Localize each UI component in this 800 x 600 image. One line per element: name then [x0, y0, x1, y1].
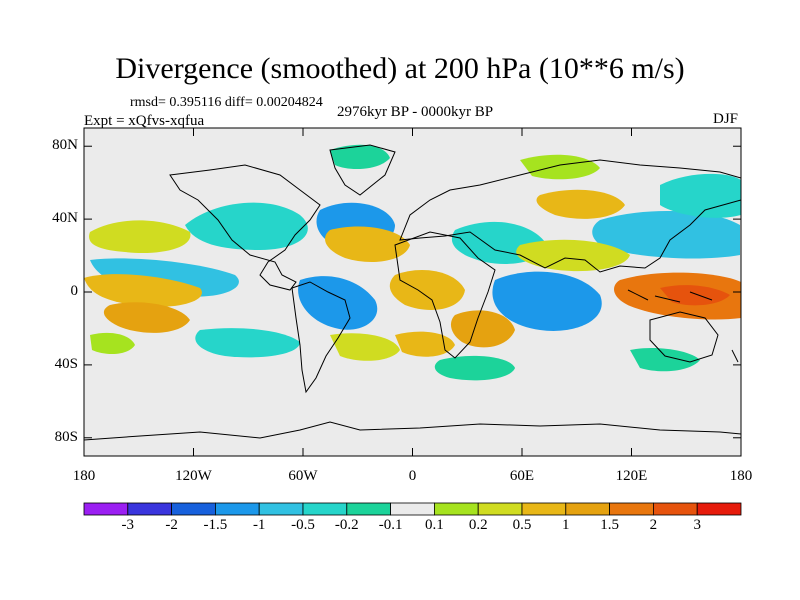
field-neg-npacific: [185, 202, 308, 250]
chart-title: Divergence (smoothed) at 200 hPa (10**6 …: [115, 52, 685, 85]
field-pos-maritime-core: [660, 285, 730, 306]
experiment-label: Expt = xQfvs-xqfua: [84, 113, 205, 129]
colorbar-label: -0.2: [334, 517, 359, 533]
field-neg-indian: [492, 271, 602, 331]
colorbar-label: 2: [649, 517, 658, 533]
colorbar-swatch: [258, 502, 304, 516]
colorbar-label: 1.5: [600, 517, 619, 533]
field-pos-npac-band: [89, 220, 191, 254]
lon-tick-label: 60W: [288, 468, 318, 484]
colorbar-label: -1.5: [203, 517, 228, 533]
lon-tick-label: 60E: [509, 468, 535, 484]
lat-tick-label: 80N: [52, 137, 78, 154]
colorbar-swatch: [696, 502, 742, 516]
divergence-field: [84, 144, 741, 381]
lat-tick-label: 40N: [52, 210, 78, 227]
lat-tick-label: 0: [70, 283, 79, 299]
colorbar-swatch: [214, 502, 260, 516]
field-neg-samerica: [298, 276, 378, 330]
coast-antarctica: [84, 421, 741, 441]
field-neg-npac-east: [592, 210, 740, 259]
axis-ticks: [83, 128, 742, 456]
coast-greenland: [329, 144, 396, 196]
colorbar-swatch: [433, 502, 479, 516]
colorbar-swatch: [302, 502, 348, 516]
lon-tick-label: 180: [729, 468, 753, 484]
field-pos-pac-west-far: [90, 332, 135, 355]
lon-tick-label: 0: [408, 468, 417, 484]
colorbar-swatch: [390, 502, 435, 516]
field-pos-arctic-asia: [520, 154, 600, 180]
field-neg-arctic: [660, 173, 741, 218]
rmsd-diff-stats: rmsd= 0.395116 diff= 0.00204824: [130, 95, 323, 110]
colorbar-swatch: [171, 502, 216, 516]
colorbar-label: 0.5: [512, 517, 532, 533]
field-pos-natl: [325, 226, 410, 262]
colorbar-swatch: [477, 502, 523, 516]
lon-tick-label: 180: [72, 468, 96, 484]
period-label: 2976kyr BP - 0000kyr BP: [336, 104, 494, 120]
colorbar-label: -1: [252, 517, 266, 533]
colorbar: [83, 502, 742, 516]
colorbar-label: 3: [693, 517, 701, 533]
colorbar-swatch: [609, 502, 654, 516]
lat-tick-label: 80S: [54, 428, 78, 445]
coast-eurasia: [399, 159, 741, 273]
coastlines: [84, 144, 741, 441]
field-pos-africa-east: [450, 310, 515, 348]
coast-north-america: [169, 164, 321, 291]
colorbar-label: 0.2: [468, 517, 488, 533]
lat-tick-label: 40S: [54, 355, 78, 372]
field-pos-samerica-south: [330, 333, 400, 361]
field-neg-satlantic: [434, 355, 515, 381]
field-pos-indian-north: [516, 239, 630, 272]
coast-new-zealand: [731, 349, 739, 363]
coast-indonesia: [627, 289, 713, 303]
colorbar-swatch: [83, 502, 129, 516]
field-pos-eurasia: [536, 189, 625, 219]
field-pos-atl-south: [395, 331, 455, 357]
season-label: DJF: [713, 111, 739, 127]
field-neg-austral: [630, 348, 700, 372]
colorbar-label: 0.1: [425, 517, 444, 533]
colorbar-label: -3: [121, 517, 135, 533]
field-neg-spacific: [195, 328, 300, 358]
lon-tick-label: 120E: [615, 468, 648, 484]
field-pos-africa-west: [389, 270, 465, 310]
lon-tick-label: 120W: [175, 468, 212, 484]
colorbar-label: -2: [165, 517, 178, 533]
colorbar-swatch: [653, 502, 698, 516]
colorbar-swatch: [127, 502, 173, 516]
field-pos-spac: [103, 302, 190, 333]
field-neg-greenland: [330, 144, 390, 170]
colorbar-label: -0.1: [378, 517, 403, 533]
colorbar-label: -0.5: [291, 517, 315, 533]
colorbar-swatch: [521, 502, 567, 516]
colorbar-label: 1: [562, 517, 570, 533]
field-pos-tropical-pac: [84, 274, 202, 307]
colorbar-swatch: [565, 502, 610, 516]
colorbar-swatch: [346, 502, 391, 516]
coast-australia: [649, 311, 719, 363]
field-neg-pacific-mid: [90, 258, 239, 297]
coast-south-america: [291, 281, 351, 394]
coast-africa: [394, 231, 496, 359]
